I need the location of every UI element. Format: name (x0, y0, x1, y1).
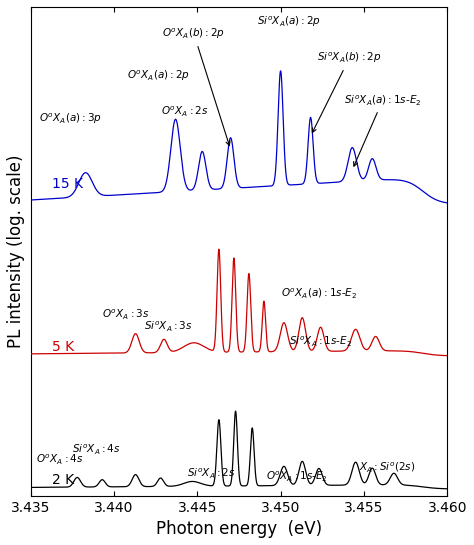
Text: $Si^oX_A:3s$: $Si^oX_A:3s$ (144, 320, 192, 334)
Text: $O^oX_A(a):2p$: $O^oX_A(a):2p$ (127, 69, 190, 83)
Text: $X_A:Si^o(2s)$: $X_A:Si^o(2s)$ (359, 460, 415, 474)
Text: $Si^oX_A(a):1s$-$E_2$: $Si^oX_A(a):1s$-$E_2$ (344, 93, 421, 166)
Text: $O^oX_A(b):2p$: $O^oX_A(b):2p$ (163, 27, 230, 146)
Text: $O^oX_A:3s$: $O^oX_A:3s$ (102, 308, 150, 322)
Text: $Si^oX_A(b):2p$: $Si^oX_A(b):2p$ (312, 51, 382, 132)
Text: $O^oX_A(a):3p$: $O^oX_A(a):3p$ (39, 111, 101, 125)
Text: 15 K: 15 K (52, 177, 83, 191)
Text: $Si^oX_A:2s$: $Si^oX_A:2s$ (187, 467, 236, 481)
Text: 5 K: 5 K (52, 340, 74, 354)
Text: $O^oX_A:1s$-$E_2$: $O^oX_A:1s$-$E_2$ (265, 470, 328, 484)
Text: $Si^oX_A(a):2p$: $Si^oX_A(a):2p$ (257, 15, 321, 29)
Text: 2 K: 2 K (52, 473, 74, 487)
Y-axis label: PL intensity (log. scale): PL intensity (log. scale) (7, 155, 25, 348)
X-axis label: Photon energy  (eV): Photon energy (eV) (156, 520, 322, 538)
Text: $O^oX_A(a):1s$-$E_2$: $O^oX_A(a):1s$-$E_2$ (281, 286, 357, 300)
Text: $Si^oX_A:4s$: $Si^oX_A:4s$ (72, 443, 121, 457)
Text: $O^oX_A:4s$: $O^oX_A:4s$ (36, 453, 83, 467)
Text: $O^oX_A:2s$: $O^oX_A:2s$ (161, 105, 208, 119)
Text: $Si^oX_A:1s$-$E_2$: $Si^oX_A:1s$-$E_2$ (289, 335, 352, 349)
